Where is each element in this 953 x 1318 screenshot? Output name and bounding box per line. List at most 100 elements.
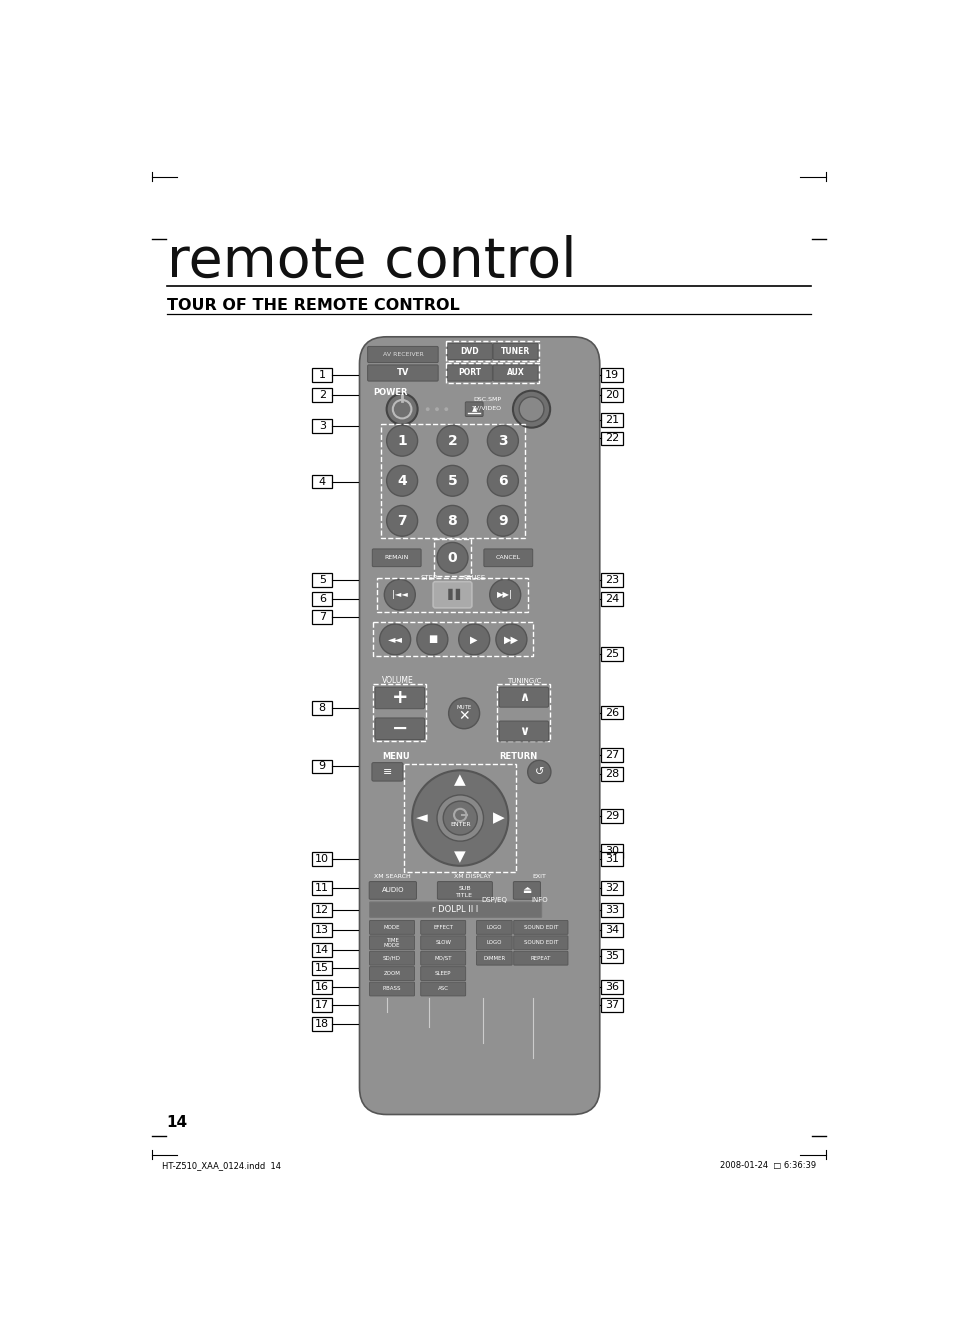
Text: TV/VIDEO: TV/VIDEO	[472, 405, 502, 410]
Text: 27: 27	[604, 750, 618, 760]
Text: 16: 16	[315, 982, 329, 991]
Text: ⏏: ⏏	[521, 886, 531, 895]
FancyBboxPatch shape	[372, 763, 402, 782]
Text: HT-Z510_XAA_0124.indd  14: HT-Z510_XAA_0124.indd 14	[162, 1161, 280, 1170]
Text: INFO: INFO	[531, 896, 547, 903]
Text: ZOOM: ZOOM	[383, 971, 400, 977]
Text: 8: 8	[447, 514, 456, 527]
FancyBboxPatch shape	[375, 718, 424, 739]
Text: 31: 31	[604, 854, 618, 863]
FancyBboxPatch shape	[369, 920, 415, 934]
Text: ENTER: ENTER	[450, 822, 470, 828]
Text: ▲: ▲	[471, 406, 476, 413]
FancyBboxPatch shape	[312, 1016, 332, 1031]
FancyBboxPatch shape	[312, 851, 332, 866]
Circle shape	[513, 390, 550, 427]
Text: SLEEP: SLEEP	[435, 971, 451, 977]
Circle shape	[458, 623, 489, 655]
FancyBboxPatch shape	[420, 952, 465, 965]
Bar	[434, 539, 471, 576]
Text: MUTE: MUTE	[456, 705, 471, 709]
FancyBboxPatch shape	[312, 701, 332, 714]
FancyBboxPatch shape	[369, 952, 415, 965]
Text: 13: 13	[315, 925, 329, 934]
FancyBboxPatch shape	[312, 389, 332, 402]
Text: ✕: ✕	[457, 709, 470, 724]
Text: ◄◄: ◄◄	[387, 634, 402, 645]
Text: 2: 2	[447, 434, 456, 448]
Text: 21: 21	[604, 415, 618, 424]
Bar	[381, 424, 524, 538]
Text: ■: ■	[427, 634, 436, 645]
Text: ▶▶|: ▶▶|	[497, 590, 513, 600]
FancyBboxPatch shape	[447, 344, 492, 360]
Text: 4: 4	[396, 473, 407, 488]
FancyBboxPatch shape	[600, 705, 622, 720]
FancyBboxPatch shape	[420, 966, 465, 981]
Text: 15: 15	[315, 963, 329, 973]
Text: CANCEL: CANCEL	[496, 555, 520, 560]
Text: TIME
MODE: TIME MODE	[383, 937, 400, 948]
Text: ▶: ▶	[470, 634, 477, 645]
Text: 3: 3	[318, 422, 326, 431]
FancyBboxPatch shape	[493, 344, 537, 360]
Text: XM SEARCH: XM SEARCH	[374, 874, 410, 879]
FancyBboxPatch shape	[312, 961, 332, 975]
FancyBboxPatch shape	[420, 982, 465, 996]
Text: ▐▐: ▐▐	[443, 589, 460, 601]
Bar	[404, 764, 516, 873]
Circle shape	[496, 623, 526, 655]
Text: XM DISPLAY: XM DISPLAY	[454, 874, 491, 879]
FancyBboxPatch shape	[447, 365, 492, 381]
FancyBboxPatch shape	[600, 767, 622, 782]
Text: 5: 5	[447, 473, 456, 488]
Text: 24: 24	[604, 593, 618, 604]
Bar	[373, 622, 533, 656]
Text: 26: 26	[604, 708, 618, 717]
Text: MODE: MODE	[383, 925, 400, 931]
FancyBboxPatch shape	[312, 419, 332, 434]
Text: 3: 3	[497, 434, 507, 448]
Text: TUNING/C: TUNING/C	[506, 677, 540, 684]
Text: ∧: ∧	[518, 691, 528, 704]
Text: ▶▶: ▶▶	[503, 634, 518, 645]
Bar	[446, 341, 538, 361]
Bar	[373, 684, 426, 741]
Text: +: +	[391, 688, 408, 708]
Text: REMAIN: REMAIN	[384, 555, 409, 560]
FancyBboxPatch shape	[312, 903, 332, 916]
Text: 1: 1	[318, 370, 326, 381]
Text: 10: 10	[315, 854, 329, 863]
Text: RETURN: RETURN	[499, 753, 537, 760]
FancyBboxPatch shape	[513, 882, 540, 899]
FancyBboxPatch shape	[600, 809, 622, 822]
Text: 5: 5	[318, 575, 326, 585]
Text: 28: 28	[604, 770, 618, 779]
Text: ◄: ◄	[416, 811, 427, 825]
Circle shape	[436, 543, 468, 573]
Circle shape	[435, 407, 438, 411]
FancyBboxPatch shape	[600, 573, 622, 587]
FancyBboxPatch shape	[600, 389, 622, 402]
FancyBboxPatch shape	[436, 882, 492, 899]
FancyBboxPatch shape	[312, 573, 332, 587]
Text: ≡: ≡	[382, 767, 392, 776]
FancyBboxPatch shape	[483, 548, 532, 567]
Text: 8: 8	[318, 702, 326, 713]
Text: 4: 4	[318, 477, 326, 486]
FancyBboxPatch shape	[600, 851, 622, 866]
FancyBboxPatch shape	[600, 368, 622, 382]
Circle shape	[412, 770, 508, 866]
FancyBboxPatch shape	[369, 882, 416, 899]
FancyBboxPatch shape	[369, 982, 415, 996]
Text: DIMMER: DIMMER	[483, 956, 505, 961]
Text: PAUSE: PAUSE	[462, 575, 485, 581]
Text: 7: 7	[318, 612, 326, 622]
Circle shape	[443, 801, 476, 836]
Bar	[376, 577, 528, 612]
Text: LOGO: LOGO	[486, 925, 501, 931]
FancyBboxPatch shape	[312, 979, 332, 994]
FancyBboxPatch shape	[476, 952, 512, 965]
Circle shape	[436, 426, 468, 456]
Text: EFFECT: EFFECT	[433, 925, 453, 931]
